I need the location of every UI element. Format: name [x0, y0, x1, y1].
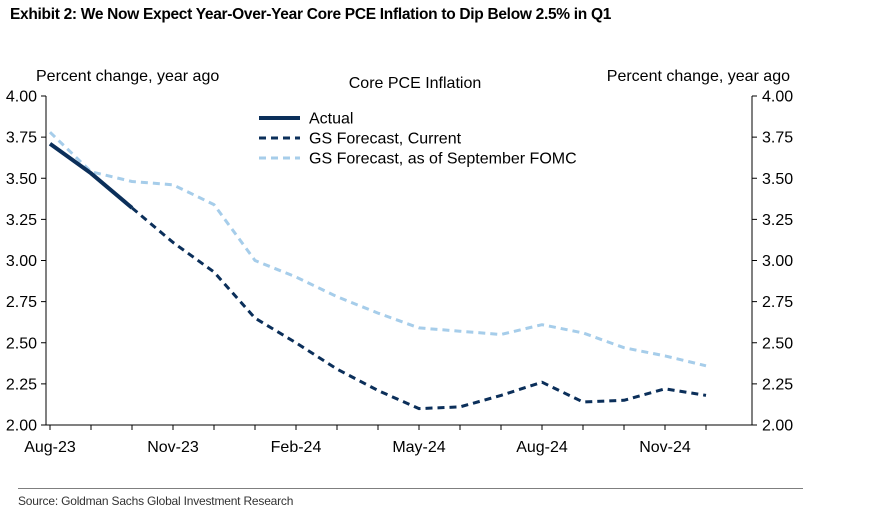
y-axis-label-right: Percent change, year ago: [607, 68, 790, 85]
y-tick-label-left: 2.75: [6, 294, 37, 311]
exhibit-title: Exhibit 2: We Now Expect Year-Over-Year …: [10, 6, 612, 23]
y-tick-label-left: 2.50: [6, 335, 37, 352]
x-tick-label: Feb-24: [271, 439, 322, 456]
chart-title: Core PCE Inflation: [349, 75, 482, 92]
x-tick-label: Aug-24: [516, 439, 568, 456]
y-tick-label-right: 3.00: [762, 253, 793, 270]
y-tick-label-right: 2.75: [762, 294, 793, 311]
y-tick-label-right: 4.00: [762, 89, 793, 106]
y-tick-label-right: 2.50: [762, 335, 793, 352]
legend: Actual GS Forecast, Current GS Forecast, a…: [259, 111, 577, 168]
y-tick-label-left: 2.25: [6, 376, 37, 393]
x-tick-label: Aug-23: [24, 439, 76, 456]
y-tick-label-right: 3.75: [762, 130, 793, 147]
y-tick-label-left: 4.00: [6, 89, 37, 106]
legend-label: Actual: [309, 111, 353, 128]
y-tick-label-right: 2.00: [762, 418, 793, 435]
x-tick-label: Nov-23: [147, 439, 199, 456]
y-tick-label-left: 2.00: [6, 418, 37, 435]
y-tick-label-right: 3.25: [762, 212, 793, 229]
y-tick-label-left: 3.50: [6, 171, 37, 188]
series-line-gs-forecast-current: [131, 206, 707, 411]
legend-label: GS Forecast, Current: [309, 131, 462, 148]
source-note: Source: Goldman Sachs Global Investment …: [18, 494, 294, 508]
x-tick-label: May-24: [392, 439, 445, 456]
y-tick-label-right: 2.25: [762, 376, 793, 393]
y-axis-label-left: Percent change, year ago: [36, 68, 219, 85]
y-tick-label-right: 3.50: [762, 171, 793, 188]
legend-label: GS Forecast, as of September FOMC: [309, 151, 577, 168]
y-tick-label-left: 3.25: [6, 212, 37, 229]
y-tick-label-left: 3.75: [6, 130, 37, 147]
series-line-actual: [48, 142, 134, 210]
series-line-gs-forecast-as-of-september-fomc: [48, 131, 707, 368]
x-tick-label: Nov-24: [639, 439, 691, 456]
axes: 2.00 2.00 2.25 2.25 2.50 2.50 2.75 2.75 3.00 3.00…: [6, 89, 793, 457]
series-lines: [48, 131, 707, 411]
y-tick-label-left: 3.00: [6, 253, 37, 270]
source-divider: [18, 488, 803, 489]
